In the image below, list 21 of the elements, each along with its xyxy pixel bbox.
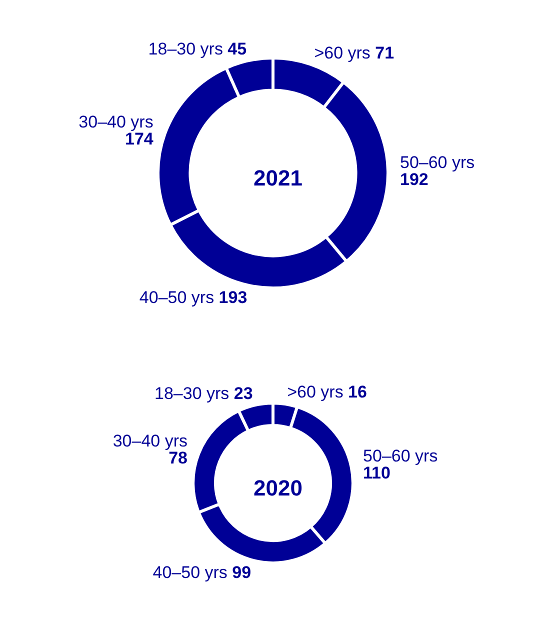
text: 2020 <box>254 476 302 500</box>
slice-label: 18–30 yrs <box>154 384 230 403</box>
data-label: 193 <box>218 288 248 307</box>
data-label: 16 <box>348 382 367 402</box>
slice-label: 50–60 yrs <box>400 152 475 172</box>
slice-label: 30–40 yrs <box>78 112 154 132</box>
data-label: 45 <box>228 39 247 58</box>
slice-label: 18–30 yrs <box>148 39 223 58</box>
data-label: 78 <box>168 448 188 468</box>
slice-label: 40–50 yrs <box>152 562 228 582</box>
text: 2021 <box>254 166 302 190</box>
data-label: 99 <box>232 562 252 582</box>
slice-label: 50–60 yrs <box>363 446 438 466</box>
slice-label: >60 yrs <box>314 43 370 62</box>
slice-label: 30–40 yrs <box>112 431 188 450</box>
data-label: 192 <box>400 170 428 189</box>
slice-label: 40–50 yrs <box>139 288 214 307</box>
slice-label: >60 yrs <box>287 382 344 402</box>
data-label: 71 <box>375 43 394 62</box>
data-label: 110 <box>363 464 390 483</box>
data-label: 23 <box>234 384 253 403</box>
